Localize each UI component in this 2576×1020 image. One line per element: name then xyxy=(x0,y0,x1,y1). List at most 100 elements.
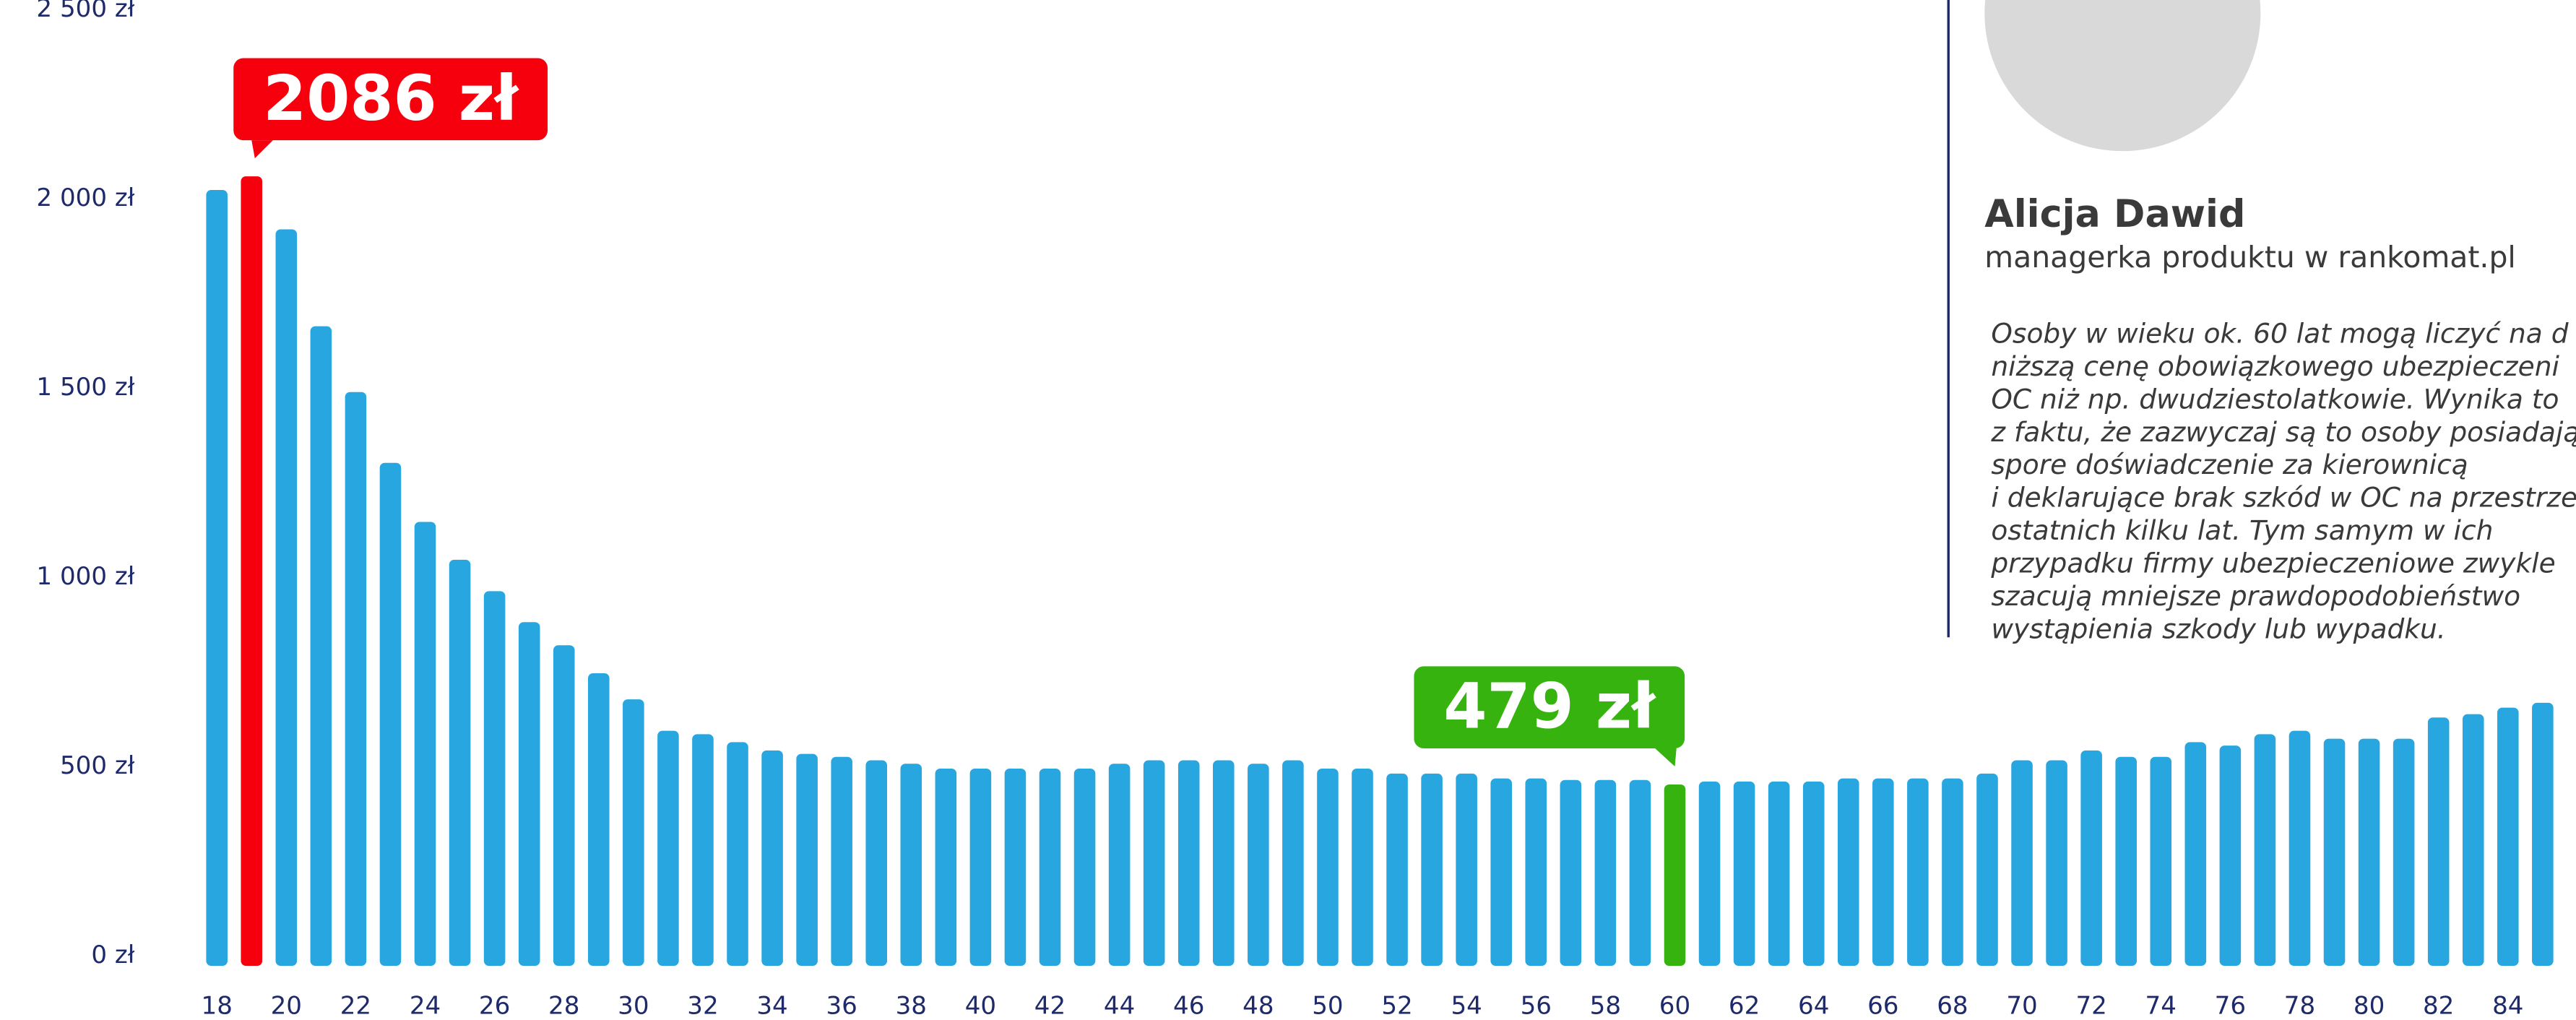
x-tick-label: 68 xyxy=(1937,991,1968,1020)
y-tick-label: 1 500 zł xyxy=(36,373,134,402)
quote-line: ostatnich kilku lat. Tym samym w ich xyxy=(1991,514,2493,546)
bar xyxy=(1282,760,1304,966)
bar xyxy=(1629,779,1651,966)
bar xyxy=(1733,781,1755,966)
bar xyxy=(657,730,679,966)
x-tick-label: 20 xyxy=(271,991,302,1020)
bar xyxy=(1942,778,1963,966)
author-name: Alicja Dawid xyxy=(1984,192,2245,236)
quote-line: Osoby w wieku ok. 60 lat mogą liczyć na … xyxy=(1991,317,2568,349)
bar xyxy=(2288,730,2311,966)
bar xyxy=(2462,714,2484,966)
bar xyxy=(1976,773,1998,966)
bar xyxy=(1664,785,1686,966)
bar xyxy=(2184,742,2207,966)
bar xyxy=(414,522,436,966)
x-tick-label: 50 xyxy=(1312,991,1343,1020)
bar xyxy=(1386,773,1408,966)
x-tick-label: 46 xyxy=(1173,991,1204,1020)
bar xyxy=(1837,778,1859,966)
x-tick-label: 84 xyxy=(2492,991,2523,1020)
bar xyxy=(310,326,332,966)
quote-line: wystąpienia szkody lub wypadku. xyxy=(1991,613,2445,645)
bar xyxy=(1177,760,1200,966)
x-tick-label: 24 xyxy=(410,991,441,1020)
bar xyxy=(449,559,471,966)
bar xyxy=(1073,769,1096,966)
quote-line: i deklarujące brak szkód w OC na przestr… xyxy=(1991,482,2576,514)
y-tick-label: 0 zł xyxy=(91,941,134,969)
x-tick-label: 28 xyxy=(548,991,579,1020)
bar xyxy=(588,673,610,966)
bar xyxy=(1872,778,1894,966)
bar xyxy=(241,176,263,966)
x-tick-label: 58 xyxy=(1590,991,1621,1020)
bar xyxy=(2254,734,2276,966)
bar xyxy=(935,769,957,966)
bar xyxy=(2011,760,2033,966)
bar xyxy=(2427,717,2450,966)
bar xyxy=(1039,769,1061,966)
callout-box xyxy=(233,58,548,141)
bar xyxy=(1768,781,1790,966)
x-tick-label: 30 xyxy=(618,991,649,1020)
bar xyxy=(831,756,852,966)
bar xyxy=(206,190,228,966)
bar xyxy=(900,764,922,966)
x-tick-label: 66 xyxy=(1867,991,1898,1020)
quote-line: przypadku firmy ubezpieczeniowe zwykle xyxy=(1990,548,2555,579)
x-tick-label: 64 xyxy=(1798,991,1829,1020)
y-tick-label: 2 000 zł xyxy=(36,183,134,212)
bar xyxy=(2080,750,2102,966)
bar xyxy=(865,760,888,966)
bar xyxy=(1317,769,1339,966)
quote-line: szacują mniejsze prawdopodobieństwo xyxy=(1991,580,2520,612)
bar xyxy=(483,591,506,966)
bar xyxy=(2046,760,2067,966)
bar xyxy=(796,753,818,966)
bar xyxy=(2323,738,2346,966)
bar xyxy=(1490,778,1513,966)
x-tick-label: 40 xyxy=(965,991,996,1020)
x-tick-label: 34 xyxy=(756,991,787,1020)
bar xyxy=(1108,764,1131,966)
x-tick-label: 72 xyxy=(2075,991,2106,1020)
bar xyxy=(623,699,644,966)
y-tick-label: 2 500 zł xyxy=(36,0,134,23)
bar xyxy=(969,769,992,966)
bar xyxy=(727,742,748,966)
bar xyxy=(692,734,714,966)
x-tick-label: 82 xyxy=(2423,991,2454,1020)
bar xyxy=(1004,769,1026,966)
bar xyxy=(2358,738,2380,966)
bar xyxy=(1352,769,1373,966)
y-tick-label: 500 zł xyxy=(60,751,135,780)
bar xyxy=(518,622,540,966)
bar xyxy=(1802,781,1825,966)
x-tick-label: 22 xyxy=(340,991,371,1020)
x-tick-label: 52 xyxy=(1381,991,1412,1020)
quote: Osoby w wieku ok. 60 lat mogą liczyć na … xyxy=(1990,317,2576,644)
bar xyxy=(1421,773,1443,966)
bar xyxy=(2219,745,2242,966)
x-tick-label: 32 xyxy=(687,991,718,1020)
x-tick-label: 18 xyxy=(202,991,233,1020)
value-label: 479 zł xyxy=(1443,671,1656,743)
bar xyxy=(379,462,402,966)
bar xyxy=(2497,707,2519,966)
bar xyxy=(1212,760,1235,966)
bar xyxy=(1525,778,1547,966)
quote-line: spore doświadczenie za kierownicą xyxy=(1991,449,2468,480)
bar xyxy=(2115,756,2137,966)
quote-line: z faktu, że zazwyczaj są to osoby posiad… xyxy=(1990,416,2576,448)
x-tick-label: 70 xyxy=(2006,991,2037,1020)
bar xyxy=(275,229,298,966)
quote-line: niższą cenę obowiązkowego ubezpieczeni xyxy=(1991,350,2559,382)
bar xyxy=(1594,779,1617,966)
bar xyxy=(761,750,783,966)
x-tick-label: 26 xyxy=(479,991,510,1020)
author-role: managerka produktu w rankomat.pl xyxy=(1984,240,2516,275)
x-tick-label: 76 xyxy=(2215,991,2246,1020)
